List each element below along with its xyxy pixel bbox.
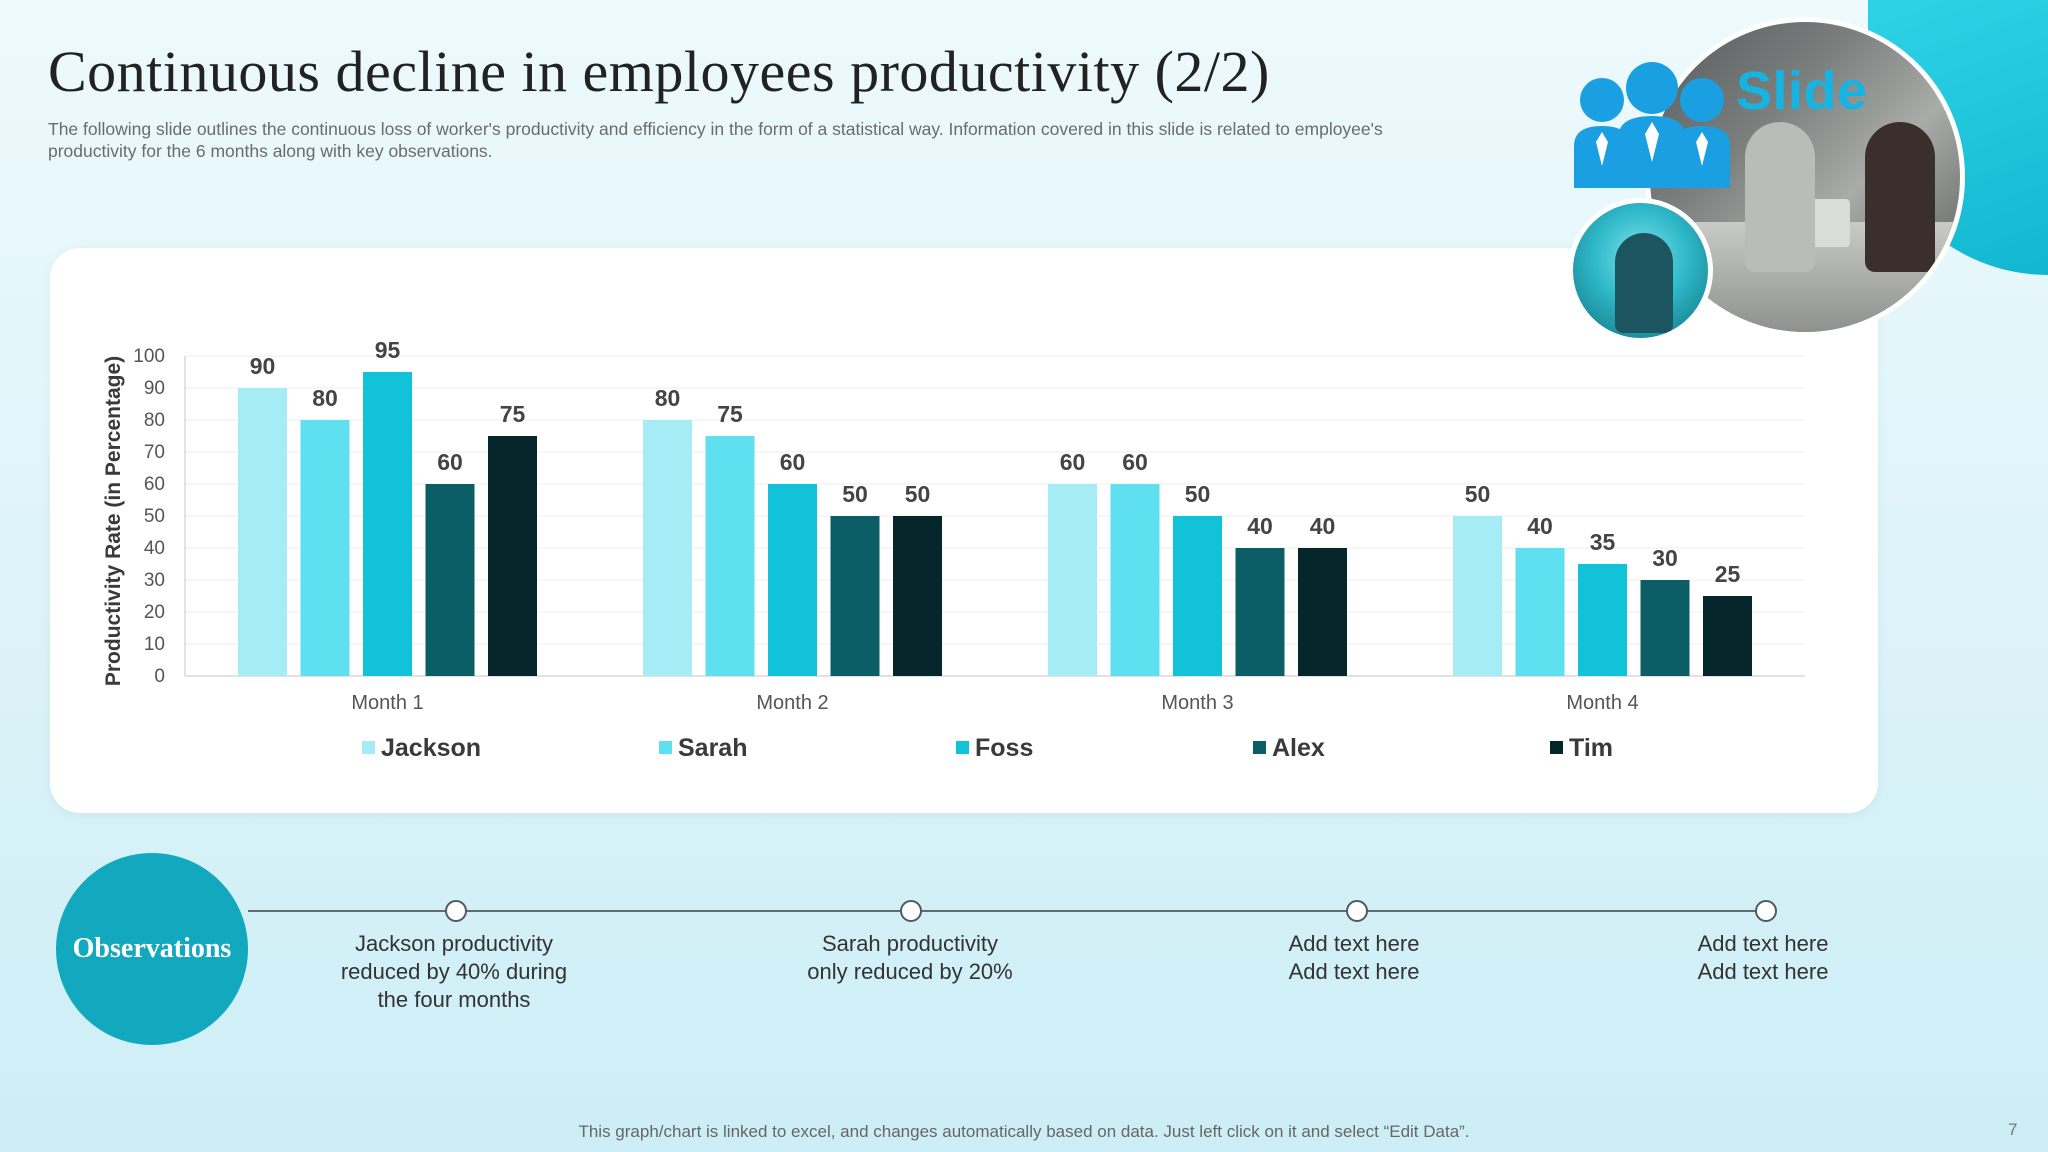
legend-swatch xyxy=(956,741,969,754)
page-subtitle: The following slide outlines the continu… xyxy=(48,119,1383,161)
page-title: Continuous decline in employees producti… xyxy=(48,39,1270,104)
bar xyxy=(1110,484,1160,676)
data-label: 80 xyxy=(655,385,681,411)
data-label: 60 xyxy=(1060,449,1086,475)
photo-person xyxy=(1745,122,1815,272)
observation-text-3: Add text here Add text here xyxy=(1288,931,1420,984)
legend-label: Sarah xyxy=(678,734,747,762)
bar xyxy=(643,420,692,676)
bar xyxy=(1298,548,1347,676)
y-tick-label: 0 xyxy=(154,666,165,687)
bar xyxy=(1048,484,1097,676)
data-label: 35 xyxy=(1590,529,1616,555)
observation-text-1: Jackson productivity reduced by 40% duri… xyxy=(340,931,568,1012)
bar xyxy=(893,516,942,676)
data-label: 50 xyxy=(1185,481,1211,507)
data-label: 60 xyxy=(437,449,463,475)
legend-label: Tim xyxy=(1569,734,1613,762)
data-label: 50 xyxy=(905,481,931,507)
bar xyxy=(768,484,817,676)
bar xyxy=(425,484,475,676)
bar xyxy=(238,388,287,676)
data-label: 30 xyxy=(1652,545,1678,571)
x-tick-label: Month 3 xyxy=(1161,692,1233,714)
legend-swatch xyxy=(362,741,375,754)
bar-chart: 0 10 20 30 40 50 60 70 80 90 100 Productivity Rate … xyxy=(102,337,1805,762)
data-label: 75 xyxy=(500,401,526,427)
data-label: 40 xyxy=(1310,513,1336,539)
y-tick-label: 40 xyxy=(144,538,165,559)
observations-label: Observations xyxy=(72,933,232,964)
x-tick-label: Month 4 xyxy=(1566,692,1638,714)
data-label: 25 xyxy=(1715,561,1741,587)
data-label: 50 xyxy=(1465,481,1491,507)
y-tick-label: 70 xyxy=(144,442,165,463)
people-group-icon xyxy=(1574,62,1730,188)
timeline-node-3 xyxy=(1346,900,1368,922)
y-tick-label: 90 xyxy=(144,378,165,399)
data-label: 60 xyxy=(1122,449,1148,475)
bar xyxy=(1640,580,1690,676)
timeline-node-1 xyxy=(445,900,467,922)
timeline-node-2 xyxy=(900,900,922,922)
logo-text: Slide xyxy=(1736,61,1868,121)
bar xyxy=(1235,548,1285,676)
x-tick-label: Month 2 xyxy=(756,692,828,714)
legend-label: Alex xyxy=(1272,734,1325,762)
bar xyxy=(1453,516,1502,676)
timeline-line xyxy=(248,910,1766,912)
observation-text-2: Sarah productivity only reduced by 20% xyxy=(807,931,1013,984)
bar xyxy=(1703,596,1752,676)
timeline-node-4 xyxy=(1755,900,1777,922)
legend-swatch xyxy=(1550,741,1563,754)
bar xyxy=(1515,548,1565,676)
data-label: 40 xyxy=(1247,513,1273,539)
y-tick-label: 30 xyxy=(144,570,165,591)
bar xyxy=(1173,516,1222,676)
y-axis-label: Productivity Rate (in Percentage) xyxy=(102,356,125,686)
legend-swatch xyxy=(659,741,672,754)
y-tick-label: 20 xyxy=(144,602,165,623)
legend-label: Foss xyxy=(975,734,1033,762)
photo-person xyxy=(1865,122,1935,272)
data-label: 90 xyxy=(250,353,276,379)
legend-swatch xyxy=(1253,741,1266,754)
photo-person xyxy=(1615,233,1673,333)
bar xyxy=(1578,564,1627,676)
observations-badge: Observations xyxy=(56,853,248,1045)
y-tick-label: 100 xyxy=(133,346,165,367)
data-label: 95 xyxy=(375,337,401,363)
data-label: 60 xyxy=(780,449,806,475)
data-label: 80 xyxy=(312,385,338,411)
bar xyxy=(488,436,537,676)
bar xyxy=(705,436,755,676)
footer-note: This graph/chart is linked to excel, and… xyxy=(578,1122,1470,1141)
y-tick-label: 10 xyxy=(144,634,165,655)
legend-label: Jackson xyxy=(381,734,481,762)
bar xyxy=(830,516,880,676)
y-tick-label: 50 xyxy=(144,506,165,527)
observation-text-4: Add text here Add text here xyxy=(1697,931,1829,984)
bar xyxy=(363,372,412,676)
x-tick-label: Month 1 xyxy=(351,692,423,714)
y-tick-label: 80 xyxy=(144,410,165,431)
worker-photo xyxy=(1568,198,1713,343)
y-tick-label: 60 xyxy=(144,474,165,495)
bar xyxy=(300,420,350,676)
data-label: 75 xyxy=(717,401,743,427)
data-label: 40 xyxy=(1527,513,1553,539)
chart-card: 0 10 20 30 40 50 60 70 80 90 100 Productivity Rate … xyxy=(50,248,1878,813)
page-number: 7 xyxy=(2008,1120,2018,1139)
data-label: 50 xyxy=(842,481,868,507)
